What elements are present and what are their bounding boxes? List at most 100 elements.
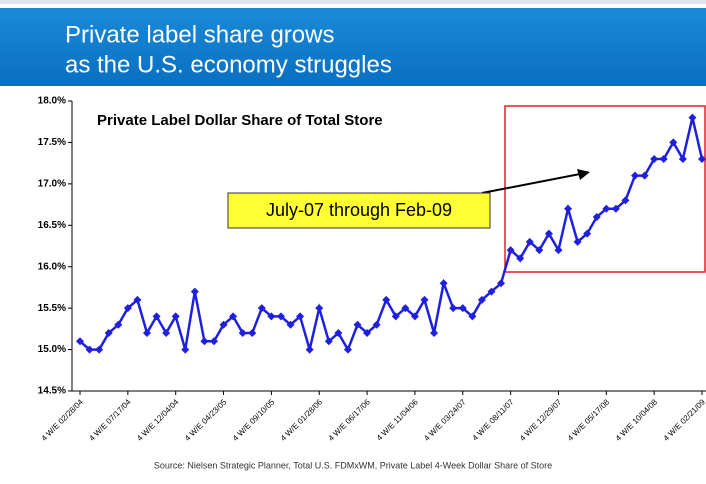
point-marker — [171, 312, 180, 321]
point-marker — [458, 304, 467, 313]
point-marker — [200, 337, 209, 346]
point-marker — [76, 337, 84, 346]
point-marker — [95, 345, 104, 354]
point-marker — [372, 320, 381, 329]
x-tick-label: 4 W/E 03/24/07 — [422, 397, 468, 443]
point-marker — [678, 155, 687, 163]
point-marker — [85, 345, 94, 354]
point-marker — [602, 204, 611, 213]
point-marker — [324, 337, 333, 346]
point-marker — [525, 237, 534, 246]
point-marker — [497, 279, 506, 288]
x-tick-label: 4 W/E 01/28/06 — [279, 397, 325, 443]
point-marker — [334, 329, 343, 337]
x-tick-label: 4 W/E 05/17/08 — [566, 397, 612, 443]
point-marker — [162, 329, 171, 337]
point-marker — [564, 204, 573, 213]
point-marker — [181, 345, 190, 354]
point-marker — [238, 329, 247, 337]
x-tick-label: 4 W/E 08/11/07 — [471, 397, 516, 442]
point-marker — [439, 279, 448, 288]
point-marker — [142, 329, 151, 337]
point-marker — [104, 329, 113, 337]
x-tick-label: 4 W/E 11/04/06 — [375, 397, 420, 442]
point-marker — [276, 312, 285, 321]
point-marker — [592, 213, 601, 221]
point-marker — [114, 320, 123, 329]
x-tick-label: 4 W/E 12/29/07 — [518, 397, 564, 443]
x-tick-label: 4 W/E 09/10/05 — [231, 397, 277, 443]
series-line — [79, 117, 704, 355]
point-marker — [535, 246, 544, 255]
y-tick-label: 16.5% — [38, 220, 66, 231]
point-marker — [640, 171, 649, 180]
point-marker — [286, 320, 295, 329]
point-marker — [621, 196, 630, 205]
point-marker — [583, 229, 592, 238]
point-marker — [698, 155, 706, 163]
point-marker — [659, 155, 668, 163]
arrow-line — [481, 173, 581, 194]
y-tick-label: 18.0% — [38, 96, 66, 107]
point-marker — [315, 304, 324, 313]
annotation: July-07 through Feb-09 — [266, 200, 452, 220]
point-marker — [468, 312, 477, 321]
point-marker — [573, 237, 582, 246]
point-marker — [353, 320, 362, 329]
x-tick-label: 4 W/E 12/04/04 — [135, 397, 181, 443]
x-tick-label: 4 W/E 07/17/04 — [87, 397, 133, 443]
point-marker — [506, 246, 515, 255]
point-marker — [391, 312, 400, 321]
point-marker — [190, 287, 199, 296]
point-marker — [669, 138, 678, 147]
point-marker — [449, 304, 458, 313]
point-marker — [410, 312, 419, 321]
point-marker — [267, 312, 276, 321]
point-marker — [650, 155, 659, 163]
point-marker — [688, 113, 697, 122]
x-tick-label: 4 W/E 06/17/06 — [327, 397, 373, 443]
point-marker — [363, 329, 372, 337]
point-marker — [544, 229, 553, 238]
header-band — [0, 8, 706, 86]
point-marker — [420, 295, 429, 304]
x-tick-label: 4 W/E 04/23/05 — [183, 397, 229, 443]
point-marker — [229, 312, 238, 321]
point-marker — [401, 304, 410, 313]
point-marker — [305, 345, 314, 354]
point-marker — [296, 312, 305, 321]
point-marker — [257, 304, 266, 313]
x-tick-label: 4 W/E 10/04/08 — [614, 397, 660, 443]
point-marker — [487, 287, 496, 296]
chart-title: Private Label Dollar Share of Total Stor… — [97, 112, 383, 129]
top-strip — [0, 0, 706, 4]
point-marker — [152, 312, 161, 321]
point-marker — [133, 295, 142, 304]
header-line: as the U.S. economy struggles — [65, 51, 392, 78]
point-marker — [209, 337, 218, 346]
point-marker — [631, 171, 640, 180]
y-tick-label: 17.0% — [38, 178, 66, 189]
y-tick-label: 15.5% — [38, 303, 66, 314]
point-marker — [248, 329, 257, 337]
point-marker — [477, 295, 486, 304]
y-tick-label: 16.0% — [38, 261, 66, 272]
y-tick-label: 17.5% — [38, 137, 66, 148]
point-marker — [554, 246, 563, 255]
y-tick-label: 15.0% — [38, 344, 66, 355]
y-tick-label: 14.5% — [38, 386, 66, 397]
header-line: Private label share grows — [65, 21, 334, 48]
point-marker — [516, 254, 525, 263]
point-marker — [611, 204, 620, 213]
source-note: Source: Nielsen Strategic Planner, Total… — [154, 460, 552, 470]
point-marker — [123, 304, 132, 313]
point-marker — [382, 295, 391, 304]
point-marker — [219, 320, 228, 329]
arrow-head — [577, 169, 590, 180]
point-marker — [343, 345, 352, 354]
point-marker — [430, 329, 439, 337]
annotation-box — [227, 192, 491, 229]
x-tick-label: 4 W/E 02/21/09 — [662, 397, 706, 443]
